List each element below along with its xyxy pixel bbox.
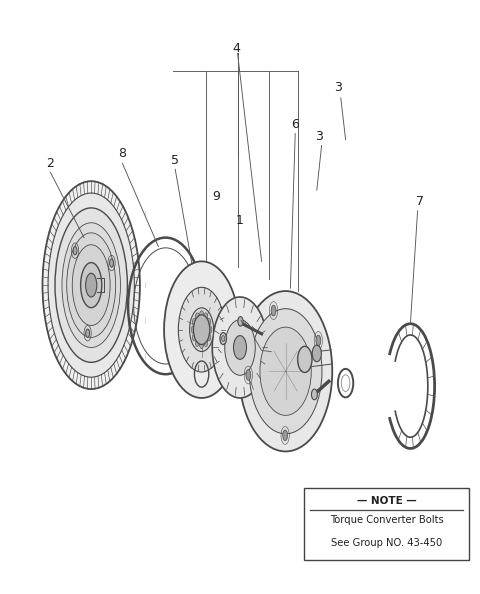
Ellipse shape	[212, 297, 268, 398]
Ellipse shape	[316, 335, 321, 346]
Ellipse shape	[239, 291, 332, 451]
Ellipse shape	[246, 369, 251, 380]
Ellipse shape	[298, 346, 312, 372]
Ellipse shape	[225, 320, 255, 375]
Ellipse shape	[195, 339, 199, 346]
Text: — NOTE —: — NOTE —	[357, 497, 417, 506]
Ellipse shape	[43, 181, 140, 389]
Text: 9: 9	[212, 189, 220, 203]
Text: 4: 4	[232, 42, 240, 55]
Ellipse shape	[62, 223, 120, 347]
Ellipse shape	[81, 263, 102, 308]
Text: 8: 8	[119, 147, 126, 160]
Ellipse shape	[85, 329, 90, 337]
Ellipse shape	[164, 261, 239, 398]
Ellipse shape	[208, 326, 212, 333]
Ellipse shape	[73, 247, 77, 255]
Text: Torque Converter Bolts: Torque Converter Bolts	[330, 515, 444, 525]
Ellipse shape	[204, 313, 208, 320]
Text: 1: 1	[236, 214, 244, 228]
Text: 7: 7	[416, 195, 424, 208]
Ellipse shape	[67, 233, 116, 337]
Ellipse shape	[55, 208, 127, 362]
Ellipse shape	[200, 311, 204, 318]
Text: 5: 5	[171, 154, 179, 167]
Ellipse shape	[200, 342, 204, 349]
Ellipse shape	[191, 326, 195, 333]
Ellipse shape	[195, 313, 199, 320]
Text: 2: 2	[47, 157, 54, 170]
Ellipse shape	[207, 318, 211, 326]
Ellipse shape	[109, 259, 113, 267]
Ellipse shape	[192, 318, 196, 326]
Ellipse shape	[271, 305, 276, 316]
Ellipse shape	[48, 193, 134, 377]
Ellipse shape	[233, 336, 247, 359]
Ellipse shape	[220, 333, 227, 345]
Ellipse shape	[179, 287, 225, 372]
Ellipse shape	[192, 334, 196, 341]
Ellipse shape	[204, 339, 208, 346]
Ellipse shape	[222, 336, 225, 342]
FancyBboxPatch shape	[304, 488, 469, 560]
Ellipse shape	[260, 327, 311, 415]
Ellipse shape	[283, 430, 288, 441]
Ellipse shape	[238, 317, 243, 326]
Ellipse shape	[207, 334, 211, 341]
Text: See Group NO. 43-450: See Group NO. 43-450	[331, 538, 442, 548]
Ellipse shape	[249, 309, 322, 434]
Ellipse shape	[312, 345, 322, 362]
Text: 3: 3	[315, 130, 323, 143]
Ellipse shape	[190, 308, 214, 352]
Ellipse shape	[72, 245, 110, 326]
Text: 3: 3	[335, 81, 342, 94]
Text: 6: 6	[291, 118, 299, 131]
Ellipse shape	[312, 389, 317, 400]
Ellipse shape	[193, 315, 210, 345]
Ellipse shape	[85, 273, 97, 297]
